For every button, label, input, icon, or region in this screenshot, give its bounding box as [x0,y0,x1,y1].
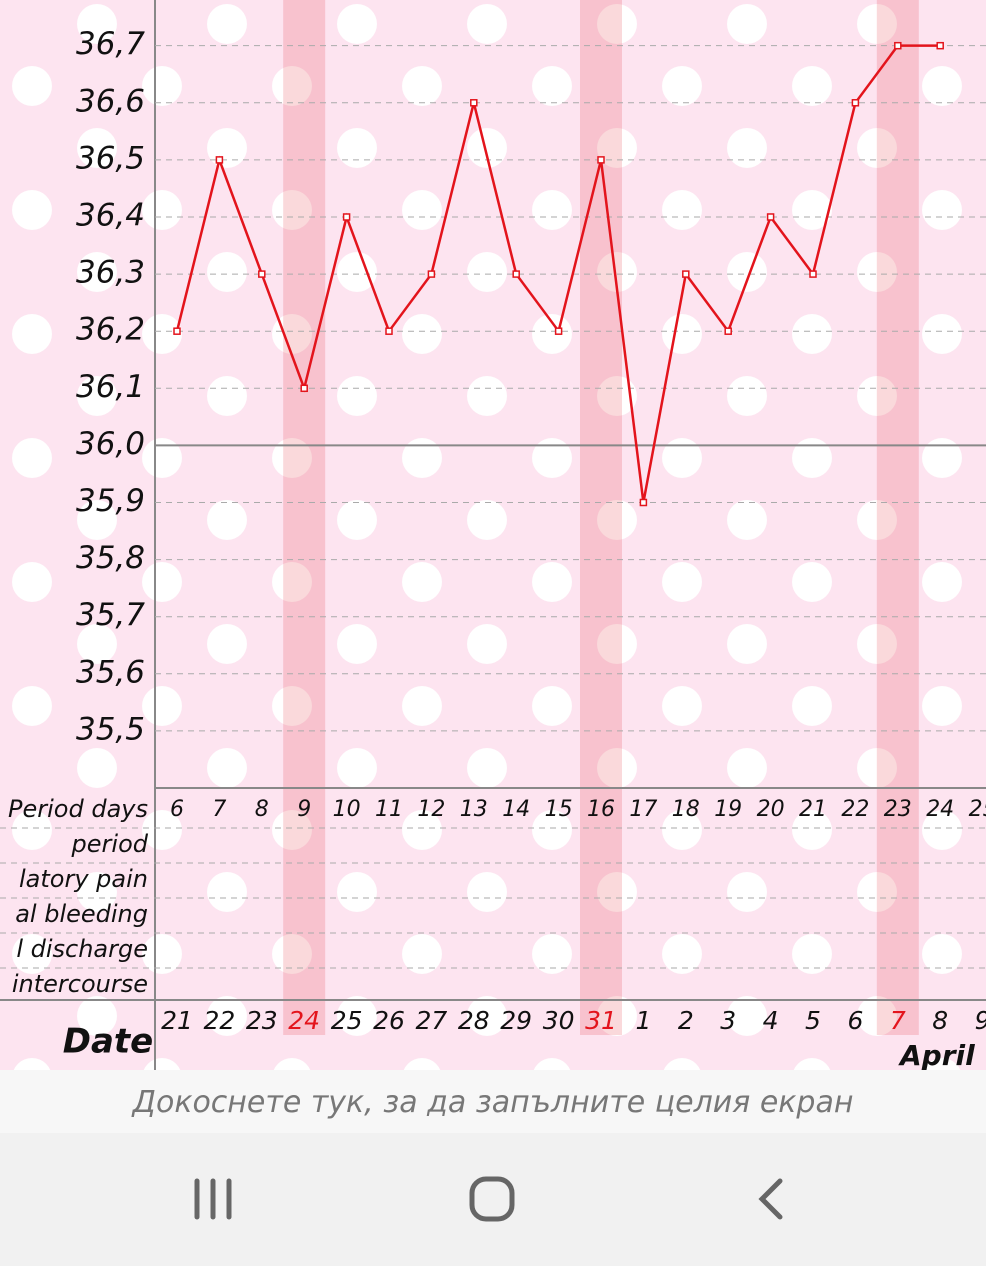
y-tick-label: 36,3 [76,255,145,291]
x-tick-label: 22 [203,1006,235,1035]
period-day: 13 [460,797,488,822]
temperature-point [639,498,648,507]
period-day: 17 [629,797,657,822]
y-tick-label: 36,0 [76,426,145,462]
x-tick-label: 28 [458,1006,490,1035]
period-day: 22 [841,797,869,822]
temperature-point [300,384,308,393]
month-label: April [898,1039,975,1070]
x-tick-label: 1 [635,1006,651,1035]
period-day: 19 [714,797,742,822]
temperature-point [470,99,478,107]
y-tick-label: 35,6 [76,654,145,690]
period-day: 23 [884,797,912,822]
period-day: 12 [417,797,445,822]
x-tick-label: 27 [415,1006,447,1035]
home-icon[interactable] [469,1176,515,1222]
nav-icons [194,1176,783,1222]
period-day: 24 [926,797,954,822]
period-day: 9 [297,797,311,822]
x-tick-label: 30 [543,1006,575,1035]
period-day: 6 [170,797,184,822]
temperature-point [258,270,266,278]
y-tick-label: 36,6 [76,83,145,119]
temperature-point [385,327,393,335]
y-tick-label: 36,1 [76,369,145,405]
x-tick-label: 31 [585,1006,617,1035]
temperature-point [427,270,436,278]
date-label: Date [63,1022,153,1062]
period-day: 7 [212,797,226,822]
temperature-point [597,156,605,164]
highlight-band [580,0,622,1035]
x-tick-label: 4 [763,1006,779,1035]
row-label: al bleeding [15,900,148,928]
temperature-point [173,327,181,335]
temperature-point [724,327,732,335]
temperature-point [342,213,351,221]
period-day: 21 [799,797,827,822]
x-tick-label: 5 [805,1006,821,1035]
x-tick-label: 26 [373,1006,405,1035]
temperature-point [809,270,817,278]
period-day: 10 [333,797,361,822]
y-tick-label: 36,7 [76,26,145,62]
y-tick-label: 36,4 [76,197,145,233]
x-tick-label: 6 [847,1006,863,1035]
period-day: 11 [375,797,403,822]
temperature-point [936,41,944,50]
x-tick-label: 25 [331,1006,363,1035]
y-tick-label: 35,9 [76,483,145,519]
temperature-point [512,270,520,278]
y-tick-label: 35,8 [76,540,145,576]
row-label: Period days [8,795,148,823]
period-day: 8 [255,797,269,822]
x-tick-label: 24 [288,1006,320,1035]
x-tick-label: 8 [932,1006,948,1035]
y-tick-label: 36,5 [76,140,145,176]
period-day: 18 [672,797,700,822]
x-tick-label: 21 [161,1006,193,1035]
row-label: intercourse [12,970,148,998]
back-icon[interactable] [758,1178,783,1220]
period-day: 14 [502,797,530,822]
row-label: latory pain [19,865,148,893]
x-tick-label: 23 [246,1006,278,1035]
x-tick-label: 3 [720,1006,736,1035]
period-day: 15 [545,797,573,822]
x-tick-label: 2 [678,1006,694,1035]
x-tick-label: 7 [890,1006,906,1035]
x-tick-label: 9 [975,1006,986,1035]
temperature-point [682,270,690,278]
period-day: 25 [969,797,986,822]
temperature-point [766,213,775,221]
x-tick-label: 29 [500,1006,532,1035]
highlight-band [876,0,919,1035]
temperature-point [215,156,224,164]
y-tick-label: 35,5 [76,711,145,747]
chart: Date April 35,5 35,6 35,7 35,8 35,9 36,0 36,1 3… [0,0,986,1070]
fullscreen-banner[interactable]: Докоснете тук, за да запълните целия екр… [0,1070,986,1133]
period-day: 16 [587,797,615,822]
nav-bar [0,1133,986,1266]
temperature-point [554,327,563,335]
temperature-point [851,99,860,107]
temperature-point [894,41,902,50]
y-tick-label: 35,7 [76,597,145,633]
highlight-band [283,0,326,1035]
row-label: period [71,830,149,858]
y-tick-label: 36,2 [76,312,145,348]
row-label: l discharge [16,935,148,963]
period-day: 20 [757,797,785,822]
